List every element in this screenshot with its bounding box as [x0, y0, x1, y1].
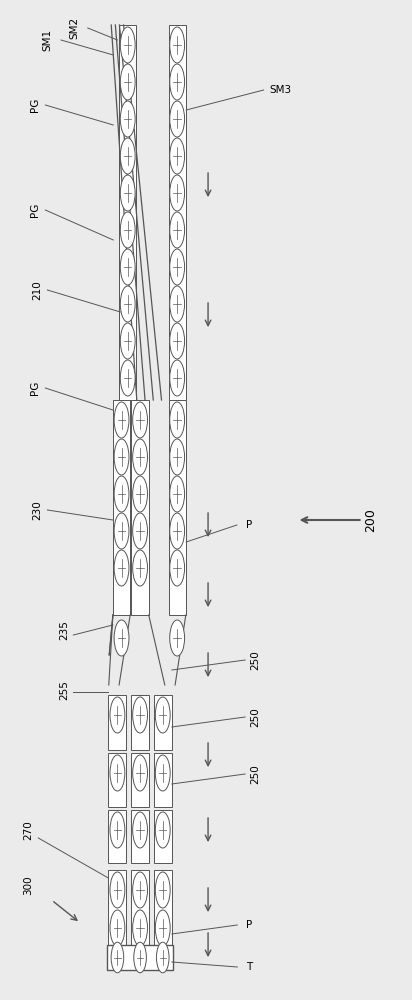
- Circle shape: [155, 910, 170, 946]
- Circle shape: [155, 812, 170, 848]
- Circle shape: [110, 755, 125, 791]
- Text: 255: 255: [59, 680, 69, 700]
- Text: P: P: [246, 520, 253, 530]
- Circle shape: [170, 476, 185, 512]
- Text: PG: PG: [30, 381, 40, 395]
- Circle shape: [133, 402, 147, 438]
- Text: 250: 250: [250, 764, 260, 784]
- Text: T: T: [246, 962, 253, 972]
- Text: 230: 230: [32, 500, 42, 520]
- Bar: [131, 870, 149, 945]
- Bar: [119, 25, 136, 400]
- Circle shape: [111, 942, 124, 973]
- Bar: [154, 753, 172, 807]
- Circle shape: [120, 249, 135, 285]
- Circle shape: [170, 27, 185, 63]
- Circle shape: [114, 513, 129, 549]
- Circle shape: [114, 476, 129, 512]
- Bar: [108, 753, 126, 807]
- Circle shape: [120, 212, 135, 248]
- Circle shape: [120, 27, 135, 63]
- Circle shape: [133, 439, 147, 475]
- Text: 250: 250: [250, 650, 260, 670]
- Circle shape: [110, 697, 125, 733]
- Circle shape: [170, 286, 185, 322]
- Circle shape: [170, 550, 185, 586]
- Circle shape: [120, 175, 135, 211]
- Bar: [108, 870, 126, 945]
- Circle shape: [120, 323, 135, 359]
- Circle shape: [170, 175, 185, 211]
- Bar: [154, 870, 172, 945]
- Text: 200: 200: [364, 508, 377, 532]
- Bar: [131, 810, 149, 863]
- Circle shape: [120, 101, 135, 137]
- Text: 210: 210: [32, 280, 42, 300]
- Circle shape: [170, 249, 185, 285]
- Text: 235: 235: [59, 620, 69, 640]
- Circle shape: [170, 138, 185, 174]
- Circle shape: [114, 402, 129, 438]
- Bar: [113, 400, 130, 615]
- Circle shape: [133, 910, 147, 946]
- Circle shape: [155, 697, 170, 733]
- Text: 300: 300: [23, 875, 33, 895]
- Circle shape: [170, 439, 185, 475]
- Text: PG: PG: [30, 98, 40, 112]
- Circle shape: [114, 550, 129, 586]
- Circle shape: [133, 812, 147, 848]
- Circle shape: [155, 755, 170, 791]
- Circle shape: [170, 101, 185, 137]
- Bar: [169, 25, 186, 400]
- Text: 270: 270: [23, 820, 33, 840]
- Circle shape: [170, 620, 185, 656]
- Circle shape: [170, 212, 185, 248]
- Circle shape: [110, 910, 125, 946]
- Bar: [131, 695, 149, 750]
- Bar: [131, 753, 149, 807]
- Circle shape: [170, 323, 185, 359]
- Circle shape: [133, 755, 147, 791]
- Bar: [154, 695, 172, 750]
- Circle shape: [170, 64, 185, 100]
- Circle shape: [120, 138, 135, 174]
- Circle shape: [114, 439, 129, 475]
- Circle shape: [155, 872, 170, 908]
- Circle shape: [133, 697, 147, 733]
- Text: 250: 250: [250, 707, 260, 727]
- Circle shape: [120, 286, 135, 322]
- Bar: [154, 810, 172, 863]
- Circle shape: [120, 360, 135, 396]
- Circle shape: [114, 620, 129, 656]
- Circle shape: [170, 360, 185, 396]
- Circle shape: [134, 942, 146, 973]
- Bar: [131, 400, 149, 615]
- Circle shape: [170, 402, 185, 438]
- Circle shape: [133, 550, 147, 586]
- Text: P: P: [246, 920, 253, 930]
- Circle shape: [133, 872, 147, 908]
- Bar: [108, 810, 126, 863]
- Circle shape: [133, 476, 147, 512]
- Circle shape: [157, 942, 169, 973]
- Circle shape: [110, 812, 125, 848]
- Bar: [108, 695, 126, 750]
- Circle shape: [133, 513, 147, 549]
- Text: PG: PG: [30, 203, 40, 217]
- Text: SM2: SM2: [69, 17, 79, 39]
- Circle shape: [120, 64, 135, 100]
- Circle shape: [110, 872, 125, 908]
- Text: SM1: SM1: [42, 29, 52, 51]
- Circle shape: [170, 513, 185, 549]
- Bar: [169, 400, 186, 615]
- Text: SM3: SM3: [269, 85, 291, 95]
- Bar: [107, 945, 173, 970]
